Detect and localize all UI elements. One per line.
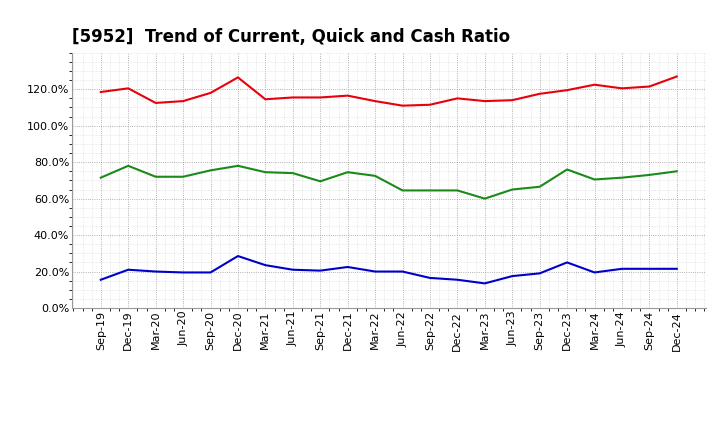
Current Ratio xyxy=(618,86,626,91)
Cash Ratio xyxy=(536,271,544,276)
Current Ratio xyxy=(179,99,187,104)
Cash Ratio xyxy=(590,270,599,275)
Current Ratio xyxy=(563,88,572,93)
Quick Ratio xyxy=(343,169,352,175)
Quick Ratio xyxy=(151,174,160,180)
Quick Ratio xyxy=(618,175,626,180)
Cash Ratio xyxy=(206,270,215,275)
Current Ratio xyxy=(536,91,544,96)
Quick Ratio xyxy=(590,177,599,182)
Cash Ratio xyxy=(316,268,325,273)
Current Ratio xyxy=(590,82,599,87)
Current Ratio xyxy=(289,95,297,100)
Current Ratio xyxy=(645,84,654,89)
Cash Ratio xyxy=(453,277,462,282)
Quick Ratio xyxy=(426,188,434,193)
Quick Ratio xyxy=(233,163,242,169)
Quick Ratio xyxy=(508,187,516,192)
Current Ratio xyxy=(124,86,132,91)
Current Ratio xyxy=(371,99,379,104)
Current Ratio xyxy=(261,97,270,102)
Current Ratio xyxy=(672,74,681,79)
Cash Ratio xyxy=(426,275,434,281)
Current Ratio xyxy=(453,96,462,101)
Current Ratio xyxy=(151,100,160,106)
Quick Ratio xyxy=(316,179,325,184)
Quick Ratio xyxy=(645,172,654,178)
Current Ratio xyxy=(206,90,215,95)
Quick Ratio xyxy=(96,175,105,180)
Line: Cash Ratio: Cash Ratio xyxy=(101,256,677,283)
Quick Ratio xyxy=(179,174,187,180)
Cash Ratio xyxy=(261,263,270,268)
Line: Quick Ratio: Quick Ratio xyxy=(101,166,677,198)
Quick Ratio xyxy=(672,169,681,174)
Current Ratio xyxy=(426,102,434,107)
Quick Ratio xyxy=(124,163,132,169)
Quick Ratio xyxy=(289,170,297,176)
Current Ratio xyxy=(508,98,516,103)
Current Ratio xyxy=(480,99,489,104)
Cash Ratio xyxy=(672,266,681,271)
Cash Ratio xyxy=(151,269,160,274)
Cash Ratio xyxy=(289,267,297,272)
Quick Ratio xyxy=(453,188,462,193)
Line: Current Ratio: Current Ratio xyxy=(101,77,677,106)
Cash Ratio xyxy=(179,270,187,275)
Cash Ratio xyxy=(618,266,626,271)
Quick Ratio xyxy=(563,167,572,172)
Current Ratio xyxy=(233,75,242,80)
Current Ratio xyxy=(316,95,325,100)
Quick Ratio xyxy=(261,169,270,175)
Quick Ratio xyxy=(371,173,379,179)
Cash Ratio xyxy=(563,260,572,265)
Current Ratio xyxy=(343,93,352,98)
Cash Ratio xyxy=(508,273,516,279)
Cash Ratio xyxy=(371,269,379,274)
Quick Ratio xyxy=(480,196,489,201)
Current Ratio xyxy=(398,103,407,108)
Cash Ratio xyxy=(96,277,105,282)
Quick Ratio xyxy=(536,184,544,189)
Current Ratio xyxy=(96,89,105,95)
Quick Ratio xyxy=(398,188,407,193)
Cash Ratio xyxy=(124,267,132,272)
Cash Ratio xyxy=(480,281,489,286)
Cash Ratio xyxy=(398,269,407,274)
Text: [5952]  Trend of Current, Quick and Cash Ratio: [5952] Trend of Current, Quick and Cash … xyxy=(72,28,510,46)
Quick Ratio xyxy=(206,168,215,173)
Cash Ratio xyxy=(343,264,352,270)
Cash Ratio xyxy=(645,266,654,271)
Cash Ratio xyxy=(233,253,242,259)
